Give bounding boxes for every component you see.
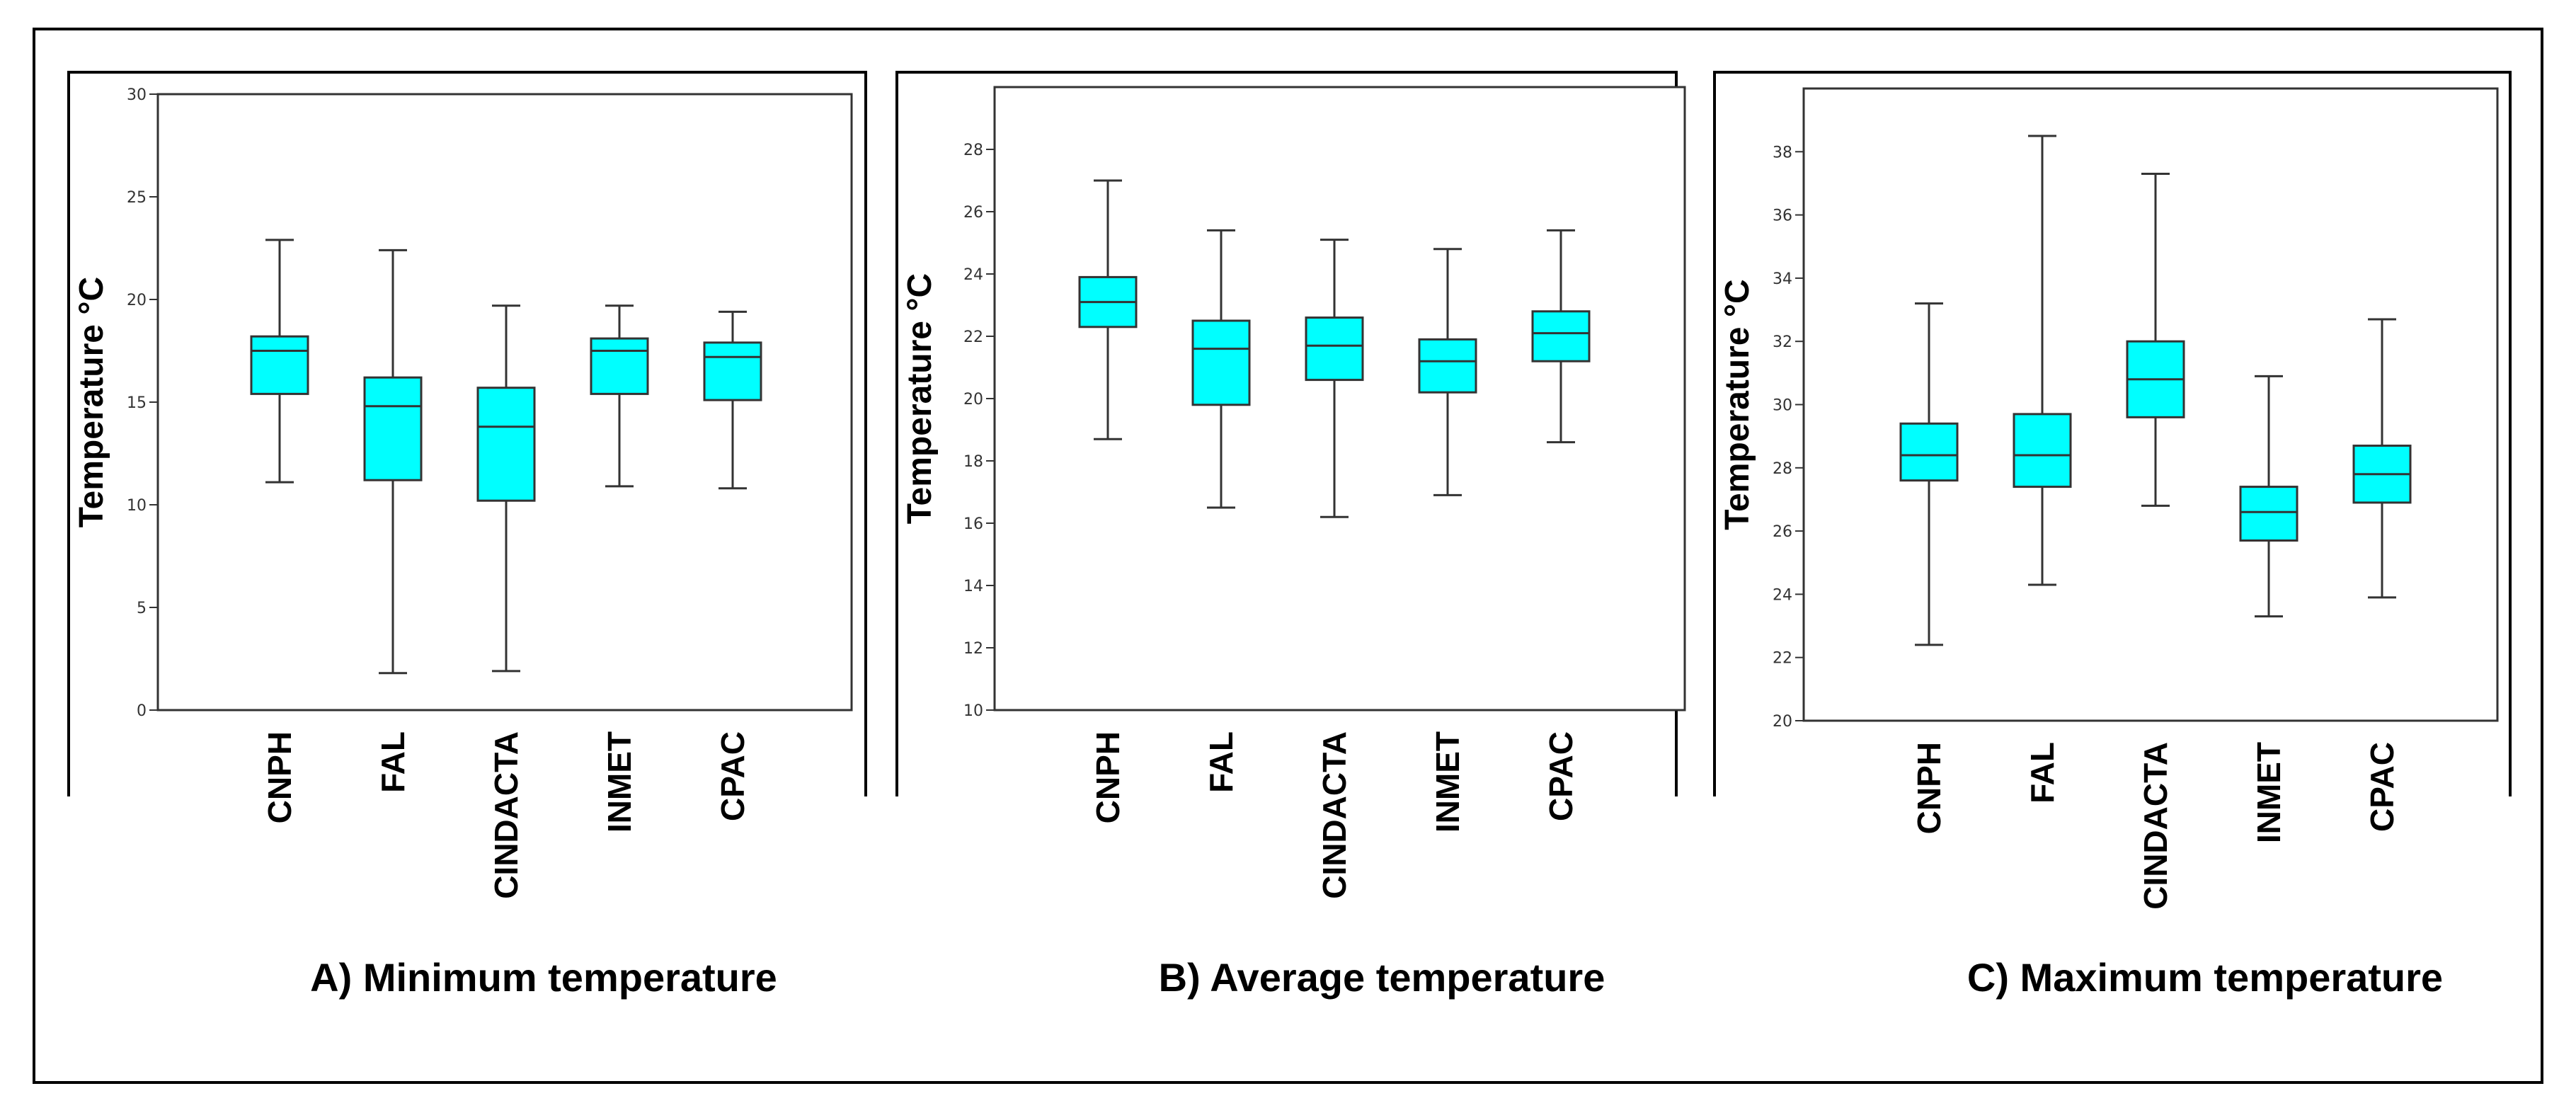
category-label: CPAC: [2364, 742, 2400, 832]
y-tick-label: 16: [963, 515, 983, 533]
y-tick-label: 20: [963, 391, 983, 408]
panel-border: [1713, 71, 2512, 796]
box-inmet: [590, 337, 649, 395]
y-tick-label: 20: [127, 292, 147, 309]
box-cpac: [1531, 310, 1591, 362]
y-tick-label: 28: [1773, 460, 1792, 478]
box-inmet: [2239, 486, 2299, 542]
category-label: INMET: [2250, 742, 2287, 843]
y-tick-label: 25: [127, 189, 147, 207]
y-tick-label: 15: [127, 394, 147, 412]
chart-minimum-temperature: Temperature °C 0 5 10 15 20 25 30 CNPH FAL CINDACT…: [67, 71, 867, 899]
figure-frame: [33, 28, 2543, 1084]
y-tick-label: 34: [1773, 270, 1792, 288]
category-label: CNPH: [1911, 742, 1947, 834]
y-tick-label: 32: [1773, 333, 1792, 351]
category-label: INMET: [1429, 731, 1466, 833]
category-label: CINDACTA: [1316, 731, 1353, 899]
category-label: CNPH: [261, 731, 298, 823]
category-label: CPAC: [714, 731, 751, 821]
y-tick-label: 30: [127, 86, 147, 104]
box-cindacta: [1305, 316, 1364, 382]
y-tick-label: 0: [137, 702, 147, 720]
category-label: FAL: [374, 731, 411, 793]
y-axis-label: Temperature °C: [1719, 279, 1756, 530]
category-label: INMET: [601, 731, 638, 833]
box-cindacta: [476, 387, 536, 502]
category-label: CNPH: [1089, 731, 1126, 823]
category-label: CPAC: [1542, 731, 1579, 821]
chart-average-temperature: Temperature °C 10 12 14 16 18 20 22 24 26 28 CNPH FA…: [895, 71, 1686, 899]
box-fal: [363, 376, 423, 481]
y-tick-label: 26: [1773, 523, 1792, 541]
box-inmet: [1418, 338, 1477, 394]
panel-border: [67, 71, 867, 796]
caption-minimum-temperature: A) Minimum temperature: [310, 955, 777, 1000]
category-label: FAL: [2024, 742, 2061, 804]
category-label: CINDACTA: [2137, 742, 2174, 910]
box-fal: [2013, 413, 2072, 488]
box-cpac: [703, 341, 762, 401]
panel-average-temperature: Temperature °C 10 12 14 16 18 20 22 24 26 28 CNPH FA…: [895, 71, 1695, 906]
y-tick-label: 26: [963, 204, 983, 222]
y-tick-label: 22: [963, 328, 983, 346]
caption-average-temperature: B) Average temperature: [1158, 955, 1605, 1000]
y-tick-label: 18: [963, 453, 983, 471]
y-tick-label: 20: [1773, 713, 1792, 731]
category-label: FAL: [1203, 731, 1240, 793]
y-tick-label: 14: [963, 578, 983, 595]
caption-maximum-temperature: C) Maximum temperature: [1967, 955, 2444, 1000]
y-tick-label: 10: [127, 497, 147, 515]
y-tick-label: 10: [963, 702, 983, 720]
box-fal: [1191, 319, 1251, 406]
y-tick-label: 12: [963, 640, 983, 658]
y-tick-label: 24: [1773, 586, 1792, 604]
y-tick-label: 38: [1773, 144, 1792, 161]
y-axis-label: Temperature °C: [901, 273, 939, 524]
box-cnph: [250, 335, 309, 395]
box-cnph: [1899, 422, 1959, 482]
y-axis-label: Temperature °C: [73, 277, 110, 527]
panel-minimum-temperature: Temperature °C 0 5 10 15 20 25 30 CNPH FAL CINDACT…: [67, 71, 867, 906]
category-label: CINDACTA: [488, 731, 525, 899]
panel-maximum-temperature: Temperature °C 20 22 24 26 28 30 32 34 36 38 CNPH FA…: [1713, 71, 2513, 910]
plot-area: [993, 86, 1686, 712]
y-tick-label: 5: [137, 600, 147, 617]
y-tick-label: 36: [1773, 207, 1792, 225]
y-tick-label: 28: [963, 142, 983, 159]
y-tick-label: 22: [1773, 650, 1792, 668]
y-tick-label: 30: [1773, 397, 1792, 415]
chart-maximum-temperature: Temperature °C 20 22 24 26 28 30 32 34 36 38 CNPH FA…: [1713, 71, 2512, 910]
y-tick-label: 24: [963, 266, 983, 284]
